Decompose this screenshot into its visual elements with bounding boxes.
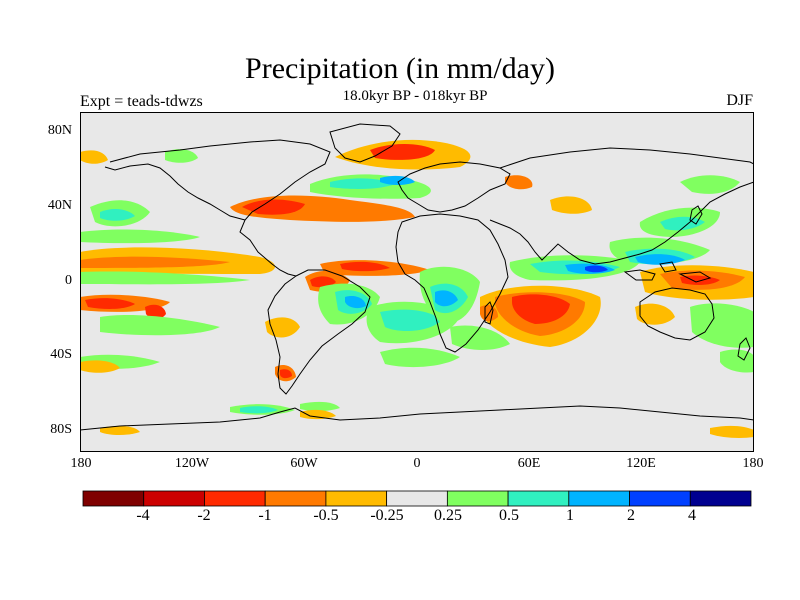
lat-tick-label: 80N <box>47 123 72 138</box>
wet-patch <box>380 175 415 185</box>
wet-patch <box>380 347 460 368</box>
coastlines <box>80 123 754 431</box>
lon-tick-label: 60E <box>517 456 541 471</box>
colorbar-swatch <box>386 490 448 507</box>
wet-patch <box>680 175 740 194</box>
asia-coast <box>489 147 754 265</box>
season-label: DJF <box>726 92 753 109</box>
dry-patch <box>80 150 108 164</box>
dry-patch <box>635 303 675 325</box>
wet-patch <box>100 315 220 336</box>
lon-tick-label: 180 <box>742 456 764 471</box>
wet-patch <box>345 296 366 309</box>
colorbar-label: 0.25 <box>434 507 462 524</box>
wet-patch <box>240 406 278 414</box>
wet-patch <box>450 325 510 350</box>
colorbar <box>82 490 752 507</box>
wet-patch <box>300 401 340 412</box>
australia-coast <box>639 287 715 341</box>
colorbar-swatch <box>325 490 388 507</box>
wet-patch <box>80 229 200 244</box>
colorbar-label: -2 <box>197 507 211 524</box>
precip-anomaly-fields <box>80 139 754 438</box>
colorbar-label: -4 <box>136 507 150 524</box>
dry-patch <box>80 360 120 373</box>
dry-patch <box>710 425 754 438</box>
dry-patch <box>340 261 390 272</box>
wet-patch <box>380 309 442 332</box>
dry-patch <box>85 298 135 309</box>
wet-patch <box>330 178 395 189</box>
map-frame <box>80 112 754 452</box>
new-zealand-coast <box>737 337 751 361</box>
precipitation-map <box>80 112 754 452</box>
colorbar-swatch <box>446 490 509 507</box>
antarctica-coast <box>80 405 754 431</box>
lat-tick-label: 40S <box>50 347 72 362</box>
north-america-coast <box>104 139 331 277</box>
plot-subtitle: 18.0kyr BP - 018kyr BP <box>342 88 488 104</box>
dry-patch <box>370 144 435 160</box>
lon-tick-label: 180 <box>70 456 92 471</box>
colorbar-label: 2 <box>627 507 635 524</box>
dry-patch <box>265 317 300 338</box>
colorbar-swatch <box>204 490 266 507</box>
dry-patch <box>512 294 570 324</box>
lat-tick-label: 80S <box>50 422 72 437</box>
wet-patch <box>720 349 754 373</box>
greenland-coast <box>329 123 401 163</box>
colorbar-swatch <box>507 490 570 507</box>
wet-patch <box>660 216 705 231</box>
wet-patch <box>690 303 754 348</box>
dry-patch <box>550 196 592 214</box>
colorbar-swatch <box>689 490 752 507</box>
lat-tick-label: 40N <box>47 198 72 213</box>
lon-tick-label: 60W <box>290 456 318 471</box>
wet-patch <box>165 149 198 163</box>
colorbar-label: -0.25 <box>370 507 404 524</box>
colorbar-swatch <box>264 490 327 507</box>
colorbar-swatch <box>143 490 205 507</box>
dry-patch <box>505 175 533 190</box>
dry-patch <box>280 369 292 379</box>
japan-coast <box>689 205 703 225</box>
wet-patch <box>100 209 135 221</box>
lat-tick-label: 0 <box>65 273 72 288</box>
dry-patch <box>100 425 140 435</box>
africa-coast <box>395 213 509 353</box>
colorbar-label: 4 <box>688 507 696 524</box>
colorbar-label: 1 <box>566 507 574 524</box>
colorbar-label: -1 <box>258 507 272 524</box>
europe-coast <box>397 161 511 213</box>
colorbar-swatch <box>568 490 630 507</box>
plot-title: Precipitation (in mm/day) <box>245 52 555 85</box>
dry-patch <box>242 199 305 215</box>
lon-tick-label: 120W <box>174 456 210 471</box>
experiment-label: Expt = teads-tdwzs <box>80 93 203 110</box>
south-america-coast <box>267 269 371 395</box>
colorbar-label: -0.5 <box>313 507 339 524</box>
maritime-continent <box>623 261 712 283</box>
colorbar-label: 0.5 <box>499 507 519 524</box>
lon-tick-label: 120E <box>626 456 656 471</box>
lon-tick-label: 0 <box>413 456 421 471</box>
wet-patch <box>585 265 608 273</box>
colorbar-swatch <box>629 490 691 507</box>
madagascar-coast <box>484 301 494 325</box>
dry-patch <box>300 409 336 420</box>
colorbar-swatch <box>82 490 145 507</box>
wet-patch <box>80 271 250 285</box>
wet-patch <box>435 290 458 307</box>
dry-patch <box>310 276 336 288</box>
dry-patch <box>80 256 230 268</box>
dry-patch <box>145 304 166 320</box>
